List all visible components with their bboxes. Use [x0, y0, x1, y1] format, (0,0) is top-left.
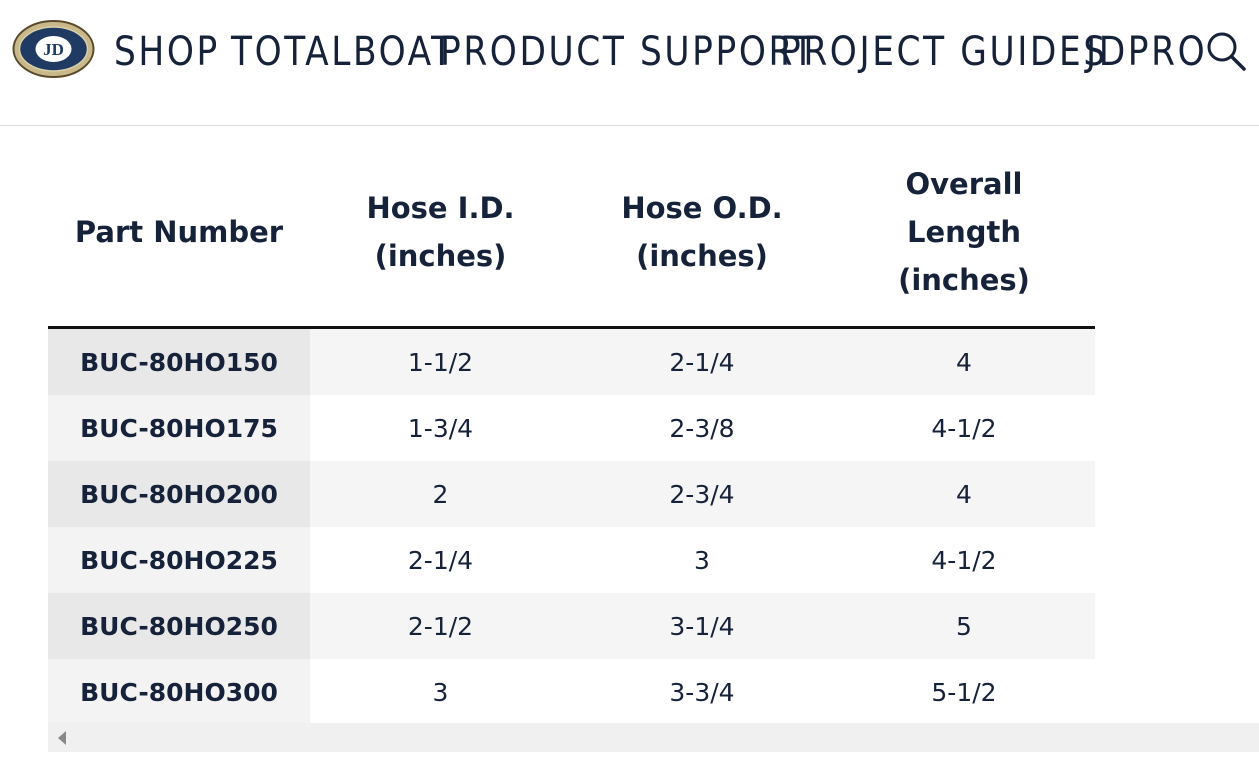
table-row: BUC-80HO225 2-1/4 3 4-1/2 [48, 527, 1095, 593]
nav-project-guides[interactable]: PROJECT GUIDES [780, 29, 1108, 75]
hose-spec-table: Part Number Hose I.D. (inches) Hose O.D.(… [48, 142, 1095, 725]
cell-hose-id: 1-3/4 [310, 395, 571, 461]
col-header-part-number: Part Number [48, 142, 310, 329]
cell-hose-od: 3-1/4 [571, 593, 833, 659]
cell-part-number: BUC-80HO225 [48, 527, 310, 593]
col-header-hose-od: Hose O.D. (inches) [571, 142, 833, 329]
nav-shop[interactable]: SHOP [114, 29, 220, 75]
table-row: BUC-80HO300 3 3-3/4 5-1/2 [48, 659, 1095, 725]
jamestown-distributors-logo[interactable]: JD [12, 19, 95, 79]
col-header-overall-length: Overall Length (inches) [833, 142, 1095, 329]
cell-overall-length: 5 [833, 593, 1095, 659]
cell-part-number: BUC-80HO175 [48, 395, 310, 461]
cell-hose-id: 1-1/2 [310, 327, 571, 395]
table-body: BUC-80HO150 1-1/2 2-1/4 4 BUC-80HO175 1-3/4 2-… [48, 327, 1095, 725]
col-header-hose-id: Hose I.D. (inches) [310, 142, 571, 329]
table-row: BUC-80HO250 2-1/2 3-1/4 5 [48, 593, 1095, 659]
table-row: BUC-80HO150 1-1/2 2-1/4 4 [48, 327, 1095, 395]
cell-hose-od: 2-1/4 [571, 327, 833, 395]
cell-overall-length: 5-1/2 [833, 659, 1095, 725]
nav-jdpro[interactable]: JDPRO [1086, 29, 1208, 75]
cell-overall-length: 4 [833, 461, 1095, 527]
table-row: BUC-80HO200 2 2-3/4 4 [48, 461, 1095, 527]
svg-text:JD: JD [43, 40, 64, 59]
table-row: BUC-80HO175 1-3/4 2-3/8 4-1/2 [48, 395, 1095, 461]
search-icon[interactable] [1205, 30, 1247, 72]
cell-hose-id: 3 [310, 659, 571, 725]
cell-hose-id: 2-1/2 [310, 593, 571, 659]
cell-overall-length: 4-1/2 [833, 395, 1095, 461]
cell-hose-od: 3 [571, 527, 833, 593]
cell-part-number: BUC-80HO250 [48, 593, 310, 659]
cell-hose-od: 3-3/4 [571, 659, 833, 725]
cell-overall-length: 4 [833, 327, 1095, 395]
table-header-row: Part Number Hose I.D. (inches) Hose O.D.(… [48, 142, 1095, 329]
hose-spec-table-container: Part Number Hose I.D. (inches) Hose O.D.(… [48, 142, 1259, 725]
nav-totalboat[interactable]: TOTALBOAT [231, 29, 455, 75]
cell-part-number: BUC-80HO300 [48, 659, 310, 725]
site-header: JD SHOP TOTALBOAT PRODUCT SUPPORT PROJEC… [0, 0, 1259, 126]
cell-part-number: BUC-80HO150 [48, 327, 310, 395]
cell-hose-id: 2 [310, 461, 571, 527]
cell-part-number: BUC-80HO200 [48, 461, 310, 527]
cell-overall-length: 4-1/2 [833, 527, 1095, 593]
cell-hose-od: 2-3/8 [571, 395, 833, 461]
cell-hose-id: 2-1/4 [310, 527, 571, 593]
nav-product-support[interactable]: PRODUCT SUPPORT [440, 29, 817, 75]
scroll-left-arrow-icon[interactable] [58, 731, 66, 745]
cell-hose-od: 2-3/4 [571, 461, 833, 527]
horizontal-scrollbar[interactable] [48, 723, 1259, 752]
